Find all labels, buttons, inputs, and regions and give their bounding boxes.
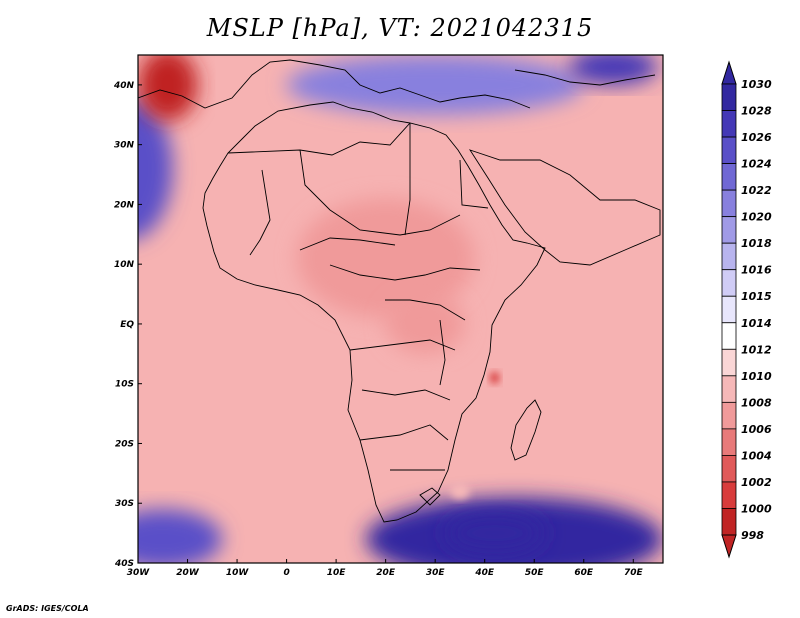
pressure-features	[138, 55, 663, 563]
colorbar-top-arrow	[721, 60, 737, 85]
lat-tick-label: 20N	[114, 200, 135, 210]
colorbar-swatch	[721, 295, 737, 324]
colorbar-label: 1010	[741, 370, 772, 383]
high-north-atlantic	[138, 98, 173, 239]
colorbar-swatch	[721, 242, 737, 271]
colorbar-label: 1002	[741, 476, 772, 489]
colorbar-swatch	[721, 455, 737, 483]
lon-tick-label: 0	[283, 568, 289, 578]
colorbar-label: 1020	[741, 211, 772, 224]
colorbar-swatch	[721, 508, 737, 536]
latitude-axis: 40N 30N 20N 10N EQ 10S 20S 30S 40S	[113, 81, 142, 569]
colorbar-swatch	[721, 189, 737, 218]
colorbar-swatch	[721, 428, 737, 456]
colorbar-swatch	[721, 322, 737, 350]
colorbar-swatch	[721, 401, 737, 430]
lat-tick-label: 40N	[113, 81, 135, 91]
grads-credit: GrADS: IGES/COLA	[6, 604, 89, 613]
colorbar-label: 1006	[741, 423, 772, 436]
colorbar-swatch	[721, 216, 737, 244]
lat-tick-label: 30N	[114, 141, 135, 151]
lat-tick-label: 30S	[115, 499, 134, 509]
colorbar-label: 1030	[741, 78, 772, 91]
lon-tick-label: 40E	[474, 568, 495, 578]
colorbar-label: 1022	[741, 184, 772, 197]
low-east-africa	[385, 294, 465, 354]
low-north-atlantic	[138, 55, 198, 121]
colorbar-bottom-arrow	[721, 534, 737, 559]
colorbar-label: 1014	[741, 317, 772, 330]
low-southeast-africa	[450, 483, 470, 500]
colorbar-swatch	[721, 83, 737, 111]
colorbar-swatch	[721, 163, 737, 191]
colorbar-label: 998	[741, 529, 764, 542]
lat-tick-label: 20S	[115, 439, 134, 449]
colorbar-label: 1026	[741, 131, 772, 144]
lat-tick-label: 10S	[115, 380, 134, 390]
colorbar-label: 1024	[741, 158, 772, 171]
lat-tick-label: EQ	[120, 320, 134, 330]
plot-frame	[137, 54, 664, 564]
colorbar-label: 1012	[741, 343, 772, 356]
colorbar-label: 1016	[741, 264, 772, 277]
lat-tick-label: 40S	[114, 559, 134, 569]
colorbar: 1030 1028 1026 1024 1022 1020 1018 1016 1015 1014…	[721, 60, 772, 559]
lon-tick-label: 20E	[376, 568, 396, 578]
lon-tick-label: 60E	[574, 568, 594, 578]
lat-tick-label: 10N	[114, 260, 135, 270]
lon-tick-label: 20W	[176, 568, 200, 578]
colorbar-swatch	[721, 375, 737, 403]
lon-tick-label: 50E	[525, 568, 545, 578]
high-europe	[286, 55, 584, 115]
lon-tick-label: 10W	[226, 568, 250, 578]
high-south-indian-ocean-core	[445, 512, 545, 555]
lon-tick-label: 10E	[327, 568, 347, 578]
colorbar-label: 1000	[741, 502, 772, 515]
colorbar-swatch	[721, 481, 737, 509]
chart-title: MSLP [hPa], VT: 2021042315	[206, 14, 594, 42]
low-central-africa	[296, 198, 475, 318]
colorbar-label: 1018	[741, 237, 772, 250]
colorbar-swatch	[721, 110, 737, 138]
colorbar-label: 1004	[741, 449, 772, 462]
colorbar-label: 1015	[741, 290, 772, 303]
lon-tick-label: 30W	[127, 568, 151, 578]
colorbar-swatch	[721, 136, 737, 164]
colorbar-label: 1028	[741, 105, 772, 118]
coastlines-and-borders	[138, 59, 661, 523]
high-south-atlantic	[138, 509, 223, 563]
lon-tick-label: 70E	[624, 568, 644, 578]
lon-tick-label: 30E	[426, 568, 446, 578]
longitude-axis: 30W 20W 10W 0 10E 20E 30E 40E 50E 60E 70E	[127, 559, 644, 578]
plot-area	[138, 55, 663, 563]
colorbar-swatch	[721, 269, 737, 297]
colorbar-swatch	[721, 348, 737, 377]
low-madagascar-north	[489, 371, 500, 384]
colorbar-label: 1008	[741, 396, 772, 409]
high-central-asia	[568, 55, 659, 85]
